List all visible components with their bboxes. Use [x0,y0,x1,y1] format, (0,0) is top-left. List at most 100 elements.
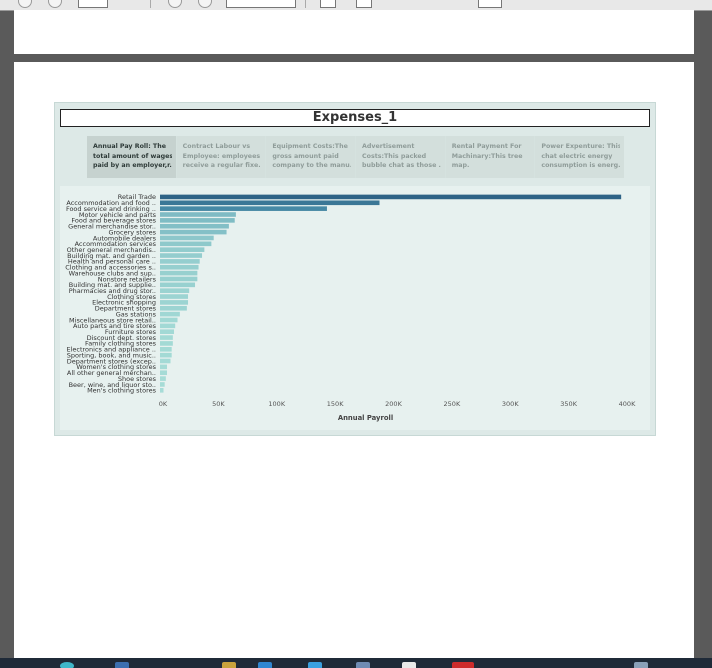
browser-icon[interactable] [60,662,74,668]
category-label: Grocery stores [108,228,156,236]
bar[interactable] [160,276,198,282]
story-point-1[interactable]: Annual Pay Roll: The total amount of wage… [87,136,176,178]
x-tick-label: 100K [268,400,285,408]
bar[interactable] [160,329,175,335]
bar[interactable] [160,223,229,229]
x-tick-label: 200K [385,400,402,408]
category-label: Men's clothing stores [87,387,157,395]
bar[interactable] [160,382,165,387]
forward-icon[interactable] [48,0,62,8]
story-point-text: paid by an employer,r.. [93,162,172,169]
bar[interactable] [160,253,203,258]
people-icon[interactable] [634,662,648,668]
tools-icon[interactable] [478,0,502,8]
page-number-input[interactable] [78,0,108,8]
story-point-2[interactable]: Contract Labour vs Employee: employees rec… [176,136,266,178]
bar[interactable] [160,317,178,323]
story-point-text: Contract Labour vs [182,143,251,150]
bar[interactable] [160,229,227,235]
back-icon[interactable] [18,0,32,8]
story-point-text: bubble chat as those .. [362,162,441,169]
story-point-text: Annual Pay Roll: The [93,143,166,150]
explorer-icon[interactable] [222,662,236,668]
category-label: Food and beverage stores [71,217,156,225]
dashboard-title: Expenses_1 [60,109,650,127]
category-label: Accommodation and food .. [66,199,156,207]
x-tick-label: 400K [619,400,636,408]
mail-icon[interactable] [258,662,272,668]
bar[interactable] [160,218,235,223]
story-point-text: Equipment Costs:The [272,143,348,150]
story-point-4[interactable]: Advertisement Costs:This packed bubble cha… [356,136,445,178]
bar[interactable] [160,364,168,370]
x-tick-label: 50K [212,400,225,408]
category-label: Health and personal care .. [68,258,156,266]
bar[interactable] [160,305,187,311]
story-point-5[interactable]: Rental Payment For Machinary:This tree map… [445,136,535,178]
bar[interactable] [160,323,176,329]
bar[interactable] [160,282,196,288]
document-icon[interactable] [402,662,416,668]
bar[interactable] [160,235,214,241]
x-tick-label: 150K [327,400,344,408]
bar[interactable] [160,264,199,270]
bar[interactable] [160,288,190,293]
zoom-in-icon[interactable] [198,0,212,8]
bar[interactable] [160,341,173,346]
bar[interactable] [160,247,205,252]
category-label: Motor vehicle and parts [79,211,157,219]
category-label: Department stores [95,305,157,313]
category-label: Family clothing stores [85,340,157,348]
category-label: Building mat. and garden .. [67,252,156,260]
bar[interactable] [160,335,173,340]
category-label: Electronics and appliance .. [66,346,156,354]
story-navigator: Annual Pay Roll: The total amount of wage… [87,136,625,178]
category-label: Building mat. and supplie.. [69,281,156,289]
category-label: Nonstore retailers [98,275,157,283]
category-label: Warehouse clubs and sup.. [69,269,156,277]
cloud-icon[interactable] [356,662,370,668]
bar[interactable] [160,311,180,317]
category-label: Clothing stores [107,293,157,301]
story-point-text: Machinary:This tree [451,152,523,160]
category-label: Miscellaneous store retail.. [69,316,156,324]
zoom-input[interactable] [226,0,296,8]
fit-page-icon[interactable] [320,0,336,8]
toolbar-divider [150,0,151,8]
bar[interactable] [160,352,172,358]
x-tick-label: 300K [502,400,519,408]
story-point-6[interactable]: Power Expenture: This chat electric energ… [535,136,625,178]
bar[interactable] [160,376,166,381]
bar[interactable] [160,294,189,299]
bar[interactable] [160,200,380,206]
category-label: Other general merchandis.. [67,246,156,254]
story-point-3[interactable]: Equipment Costs:The gross amount paid comp… [266,136,356,178]
category-label: Food service and drinking .. [66,205,156,213]
bar[interactable] [160,358,171,364]
rotate-icon[interactable] [356,0,372,8]
pdf-reader-icon[interactable] [452,662,474,668]
category-label: Department stores (excep.. [67,357,156,365]
bar[interactable] [160,206,327,211]
category-label: Electronic shopping [92,299,156,307]
bar[interactable] [160,212,236,217]
pdf-page-previous [14,10,694,54]
bar[interactable] [160,370,168,376]
category-label: Accommodation services [75,240,157,248]
bar[interactable] [160,346,172,352]
zoom-out-icon[interactable] [168,0,182,8]
bar[interactable] [160,241,212,247]
story-point-text: Advertisement [362,143,415,150]
story-point-text: receive a regular fixe.. [182,162,262,169]
bar[interactable] [160,259,200,264]
bar[interactable] [160,194,622,200]
store-icon[interactable] [308,662,322,668]
bar[interactable] [160,300,189,305]
story-point-text: consumption is energ.. [541,162,621,169]
app-icon[interactable] [115,662,129,668]
bar[interactable] [160,270,198,276]
category-label: Shoe stores [118,375,157,383]
bar[interactable] [160,388,164,393]
x-axis-title: Annual Payroll [338,414,393,422]
